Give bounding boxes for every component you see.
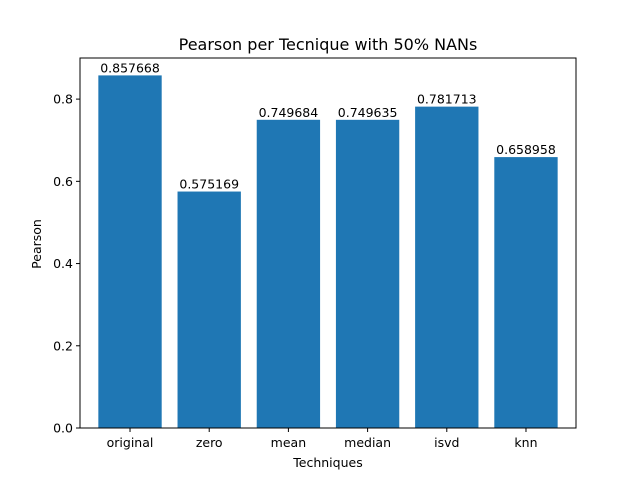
bar-zero [177,191,241,428]
x-tick-label-zero: zero [196,435,223,450]
x-tick-label-isvd: isvd [434,435,459,450]
bar-mean [256,119,321,429]
data-label-isvd: 0.781713 [417,92,477,107]
bar-original [98,75,162,429]
y-tick-label-0: 0.0 [53,421,73,436]
x-tick-label-median: median [344,435,391,450]
x-tick-label-knn: knn [514,435,537,450]
x-tick-label-original: original [107,435,154,450]
data-label-knn: 0.658958 [496,142,556,157]
data-label-zero: 0.575169 [179,177,239,192]
x-tick-label-mean: mean [271,435,306,450]
chart-title: Pearson per Tecnique with 50% NANs [179,35,478,54]
data-label-median: 0.749635 [338,105,398,120]
plot-area: 0.857668 original 0.575169 zero 0.749684 mean… [53,57,577,450]
data-label-mean: 0.749684 [259,105,319,120]
y-tick-label-3: 0.6 [53,174,73,189]
axes-frame [79,57,577,429]
y-tick-label-4: 0.8 [53,92,73,107]
bar-isvd [415,106,479,428]
data-label-original: 0.857668 [100,60,160,75]
bar-median [335,119,400,428]
y-tick-label-1: 0.2 [53,338,73,353]
y-axis-label: Pearson [29,219,44,269]
x-axis-label: Techniques [292,455,362,470]
bar-knn [494,157,558,428]
y-tick-label-2: 0.4 [53,256,73,271]
